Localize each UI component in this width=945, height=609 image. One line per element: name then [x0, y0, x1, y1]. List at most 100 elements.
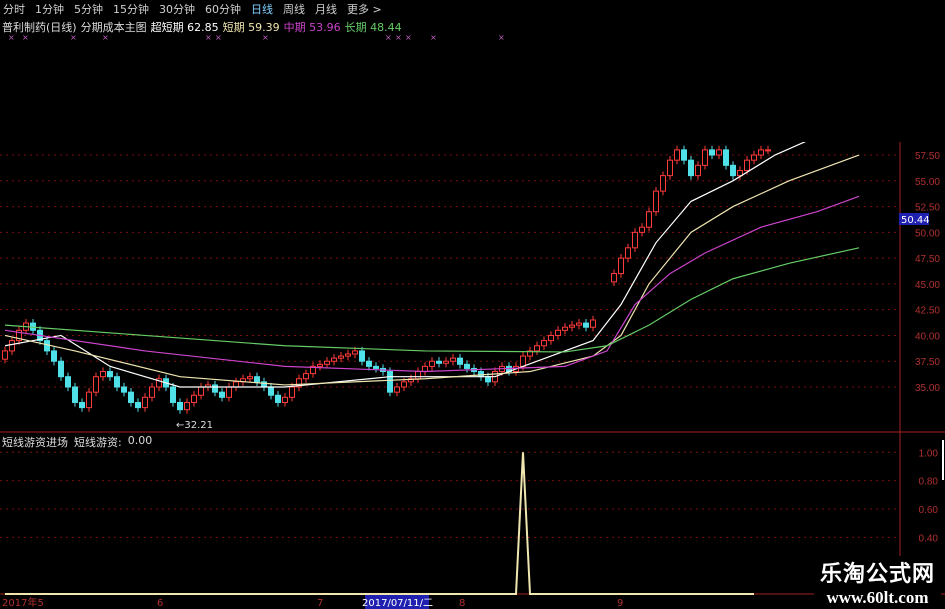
legend-item-0: 超短期 62.85: [150, 21, 219, 34]
period-tab-7[interactable]: 周线: [283, 2, 305, 16]
candle-body: [310, 365, 316, 375]
marker-icon: ×: [385, 33, 392, 42]
candle-body: [457, 357, 463, 365]
candle-body: [296, 378, 302, 388]
candle-body: [317, 363, 323, 367]
period-tab-0[interactable]: 分时: [3, 2, 25, 16]
lower-y-tick-label: 0.40: [919, 533, 939, 544]
candle-body: [709, 149, 715, 156]
x-tick-label: 2017年5: [2, 596, 44, 609]
candle-body: [282, 396, 288, 403]
lower-indicator-info: 短线游资进场 短线游资: 0.00: [2, 434, 152, 450]
ma-line-3: [4, 247, 860, 353]
lower-indicator-value: 0.00: [127, 434, 153, 447]
marker-icon: ×: [8, 33, 15, 42]
marker-icon: ×: [498, 33, 505, 42]
candle-body: [408, 378, 414, 383]
candle-body: [632, 231, 638, 249]
y-tick-label: 35.00: [915, 383, 940, 394]
candle-body: [233, 381, 239, 388]
watermark: 乐淘公式网 www.60lt.com: [813, 556, 941, 608]
top-mask: [0, 44, 945, 142]
watermark-name: 乐淘公式网: [819, 561, 935, 587]
marker-icon: ×: [405, 33, 412, 42]
candle-body: [765, 149, 771, 152]
x-tick-label: 9: [617, 598, 623, 609]
candle-body: [289, 386, 295, 398]
candle-body: [569, 324, 575, 328]
period-tab-6[interactable]: 日线: [251, 2, 273, 16]
x-tick-label: 2017/07/11/二: [362, 598, 433, 609]
period-tab-1[interactable]: 1分钟: [35, 2, 64, 16]
candle-body: [625, 247, 631, 259]
candle-body: [212, 384, 218, 393]
candle-body: [247, 376, 253, 380]
candle-body: [751, 154, 757, 161]
candle-body: [415, 371, 421, 380]
cursor-date-bg: [365, 595, 429, 609]
candle-body: [520, 355, 526, 367]
candle-body: [324, 360, 330, 365]
watermark-url: www.60lt.com: [826, 588, 929, 607]
period-tab-5[interactable]: 60分钟: [205, 2, 241, 16]
candle-body: [576, 322, 582, 326]
y-tick-label: 52.50: [915, 203, 940, 214]
y-tick-label: 40.00: [915, 331, 940, 342]
stock-name: 普利制药(日线): [2, 21, 77, 34]
y-tick-label: 50.00: [915, 228, 940, 239]
candle-body: [688, 159, 694, 177]
candle-body: [527, 350, 533, 357]
candle-body: [16, 329, 22, 342]
y-tick-label: 42.50: [915, 306, 940, 317]
candle-body: [2, 350, 8, 360]
candle-body: [737, 169, 743, 177]
candle-body: [702, 149, 708, 166]
candle-body: [254, 376, 260, 383]
period-tab-3[interactable]: 15分钟: [113, 2, 149, 16]
period-tab-8[interactable]: 月线: [315, 2, 337, 16]
candle-body: [114, 376, 120, 388]
candle-body: [394, 386, 400, 393]
period-tab-4[interactable]: 30分钟: [159, 2, 195, 16]
candle-body: [9, 340, 15, 352]
lower-y-tick-label: 1.00: [919, 448, 939, 459]
candle-body: [674, 149, 680, 161]
candle-body: [723, 149, 729, 166]
period-tab-2[interactable]: 5分钟: [74, 2, 103, 16]
candle-body: [366, 360, 372, 367]
candle-body: [156, 378, 162, 388]
candle-body: [219, 391, 225, 398]
marker-icon: ×: [22, 33, 29, 42]
ma-line-2: [4, 195, 860, 373]
marker-icon: ×: [215, 33, 222, 42]
candle-body: [331, 357, 337, 362]
candle-body: [198, 386, 204, 396]
ma-line-0: [4, 133, 860, 388]
y-tick-label: 55.00: [915, 177, 940, 188]
y-tick-label: 57.50: [915, 151, 940, 162]
marker-icon: ×: [70, 33, 77, 42]
lower-indicator-title: 短线游资进场: [2, 436, 68, 449]
candle-body: [464, 363, 470, 369]
candle-body: [555, 329, 561, 336]
legend: 超短期 62.85 短期 59.39 中期 53.96 长期 48.44: [151, 19, 402, 35]
candle-body: [618, 257, 624, 275]
candle-body: [226, 386, 232, 398]
indicator-line: [5, 452, 754, 595]
candle-body: [128, 391, 134, 403]
candle-body: [429, 360, 435, 367]
candle-body: [450, 357, 456, 362]
candle-body: [646, 211, 652, 228]
candle-body: [100, 371, 106, 378]
candle-body: [275, 394, 281, 403]
candle-body: [422, 365, 428, 373]
legend-item-1: 短期 59.39: [222, 21, 280, 34]
y-tick-label: 47.50: [915, 254, 940, 265]
current-price-tag: [899, 213, 929, 225]
x-tick-label: 8: [459, 598, 465, 609]
candle-body: [401, 381, 407, 388]
period-tab-9[interactable]: 更多 >: [347, 2, 382, 16]
candle-body: [303, 373, 309, 380]
